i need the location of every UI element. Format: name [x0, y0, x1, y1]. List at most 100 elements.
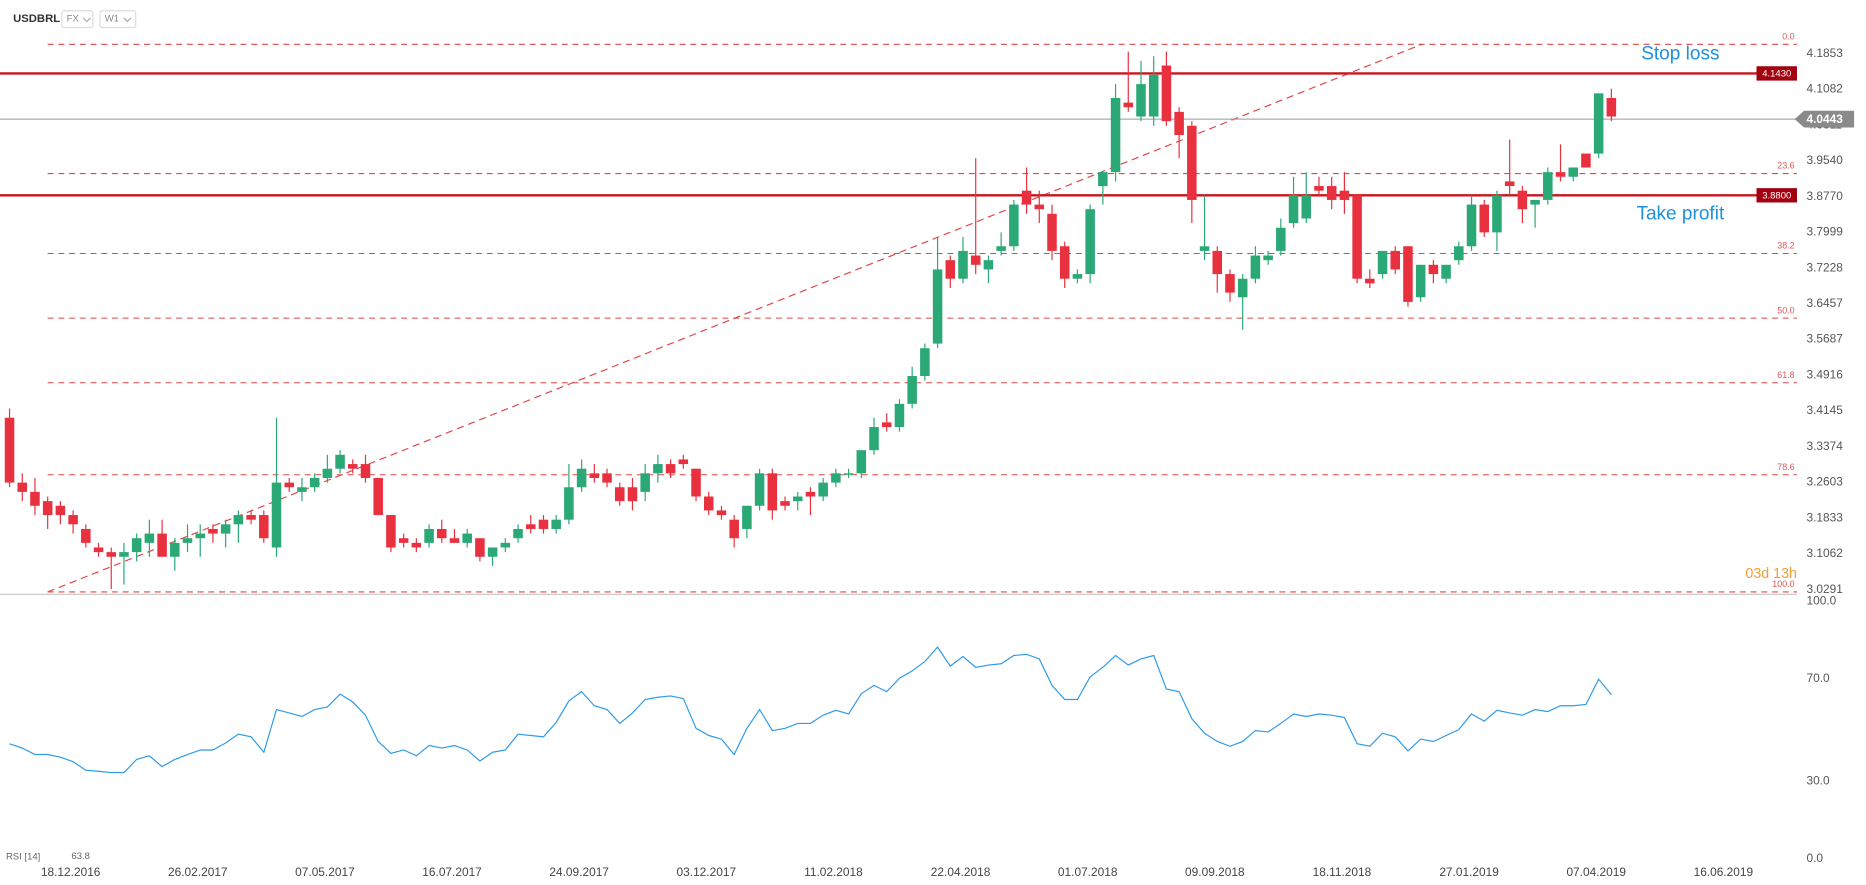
rsi-line — [9, 646, 1612, 774]
y-tick-label: 4.1853 — [1806, 46, 1843, 60]
y-tick-label: 3.6457 — [1806, 296, 1843, 310]
candle-body — [500, 542, 511, 548]
fib-label: 61.8 — [1777, 370, 1794, 380]
candle-body — [42, 501, 53, 516]
candle-body — [653, 464, 663, 474]
candle-body — [195, 533, 205, 539]
candle-body — [1123, 102, 1134, 108]
fib-label: 100.0 — [1772, 579, 1794, 589]
candle-body — [513, 528, 523, 539]
candle-body — [119, 552, 129, 557]
market[interactable]: FX — [67, 14, 80, 25]
candle-body — [869, 427, 879, 451]
indicator-value: 63.8 — [71, 851, 90, 862]
candle-body — [1593, 93, 1604, 154]
level-name: Stop loss — [1641, 43, 1719, 64]
candle-body — [131, 538, 142, 553]
candle-body — [1365, 278, 1375, 284]
candle-body — [208, 528, 218, 534]
last-price-label: 4.0443 — [1806, 112, 1843, 126]
candle-body — [1148, 74, 1159, 117]
candle-body — [4, 417, 15, 483]
candle-body — [144, 533, 155, 543]
candle-body — [398, 538, 409, 543]
candle-body — [602, 473, 612, 483]
candle-body — [1237, 278, 1248, 298]
y-tick-label: 3.8770 — [1806, 189, 1843, 203]
rsi-tick-label: 0.0 — [1806, 851, 1823, 865]
candle-body — [360, 464, 371, 478]
y-tick-label: 4.1082 — [1806, 82, 1843, 96]
x-tick-label: 07.05.2017 — [295, 865, 355, 879]
market-select[interactable]: FX — [61, 10, 94, 29]
y-tick-label: 3.4916 — [1806, 367, 1843, 381]
candle-body — [742, 505, 752, 529]
x-tick-label: 16.07.2017 — [422, 865, 482, 879]
y-tick-label: 3.3374 — [1806, 439, 1843, 453]
candle-body — [1428, 264, 1439, 275]
candle-body — [996, 246, 1006, 251]
interval-select[interactable]: W1 — [99, 10, 137, 29]
rsi-tick-label: 100.0 — [1806, 594, 1836, 608]
level-name: Take profit — [1636, 203, 1724, 224]
candle-body — [818, 482, 828, 497]
candle-body — [1276, 227, 1286, 251]
interval-box[interactable] — [99, 10, 137, 29]
x-tick-label: 27.01.2019 — [1439, 865, 1499, 879]
level-box — [1756, 66, 1797, 81]
candle-body — [284, 482, 294, 488]
indicator-label: RSI [14] — [6, 851, 40, 862]
interval[interactable]: W1 — [105, 14, 119, 25]
candle-body — [640, 473, 650, 492]
candles — [4, 51, 1617, 590]
candle-body — [627, 487, 638, 502]
candle-body — [1326, 186, 1337, 200]
y-tick-label: 3.5687 — [1806, 332, 1843, 346]
candle-body — [170, 542, 180, 557]
candle-body — [309, 477, 320, 488]
candle-body — [1212, 250, 1223, 275]
candle-body — [551, 519, 561, 529]
candle-body — [259, 515, 269, 539]
candle-body — [767, 473, 778, 511]
x-tick-label: 26.02.2017 — [168, 865, 228, 879]
candle-body — [1543, 172, 1553, 200]
market-box[interactable] — [61, 10, 94, 29]
candle-body — [1555, 172, 1566, 177]
x-tick-label: 09.09.2018 — [1185, 865, 1245, 879]
candle-body — [907, 376, 917, 404]
candle-body — [1047, 213, 1057, 251]
rsi-tick-label: 70.0 — [1806, 671, 1830, 685]
candle-body — [1174, 111, 1184, 136]
candle-body — [703, 496, 714, 511]
candle-body — [665, 464, 676, 474]
candle-body — [449, 538, 460, 543]
y-tick-label: 3.1833 — [1806, 510, 1843, 524]
candle-body — [1301, 195, 1312, 219]
candle-body — [1530, 199, 1540, 205]
level-label: 4.1430 — [1762, 69, 1791, 80]
candle-body — [1415, 264, 1426, 298]
candle-body — [678, 459, 689, 465]
candle-body — [1288, 195, 1299, 224]
candle-body — [1034, 204, 1045, 210]
candle-body — [68, 515, 78, 525]
candle-body — [157, 533, 167, 557]
candle-body — [1377, 250, 1388, 275]
candle-body — [55, 505, 66, 516]
candle-body — [424, 528, 434, 543]
y-tick-label: 3.4145 — [1806, 403, 1843, 417]
candle-body — [754, 473, 765, 506]
candle-body — [958, 250, 968, 279]
caret — [82, 17, 91, 23]
candle-body — [220, 524, 231, 534]
indicator-name: RSI [14] — [6, 851, 40, 862]
candle-body — [1225, 274, 1235, 293]
candle-body — [1072, 274, 1083, 279]
candle-body — [1314, 186, 1324, 191]
candle-body — [246, 515, 256, 520]
candle-body — [348, 464, 358, 469]
candle-body — [983, 260, 994, 270]
candle-body — [17, 482, 28, 492]
